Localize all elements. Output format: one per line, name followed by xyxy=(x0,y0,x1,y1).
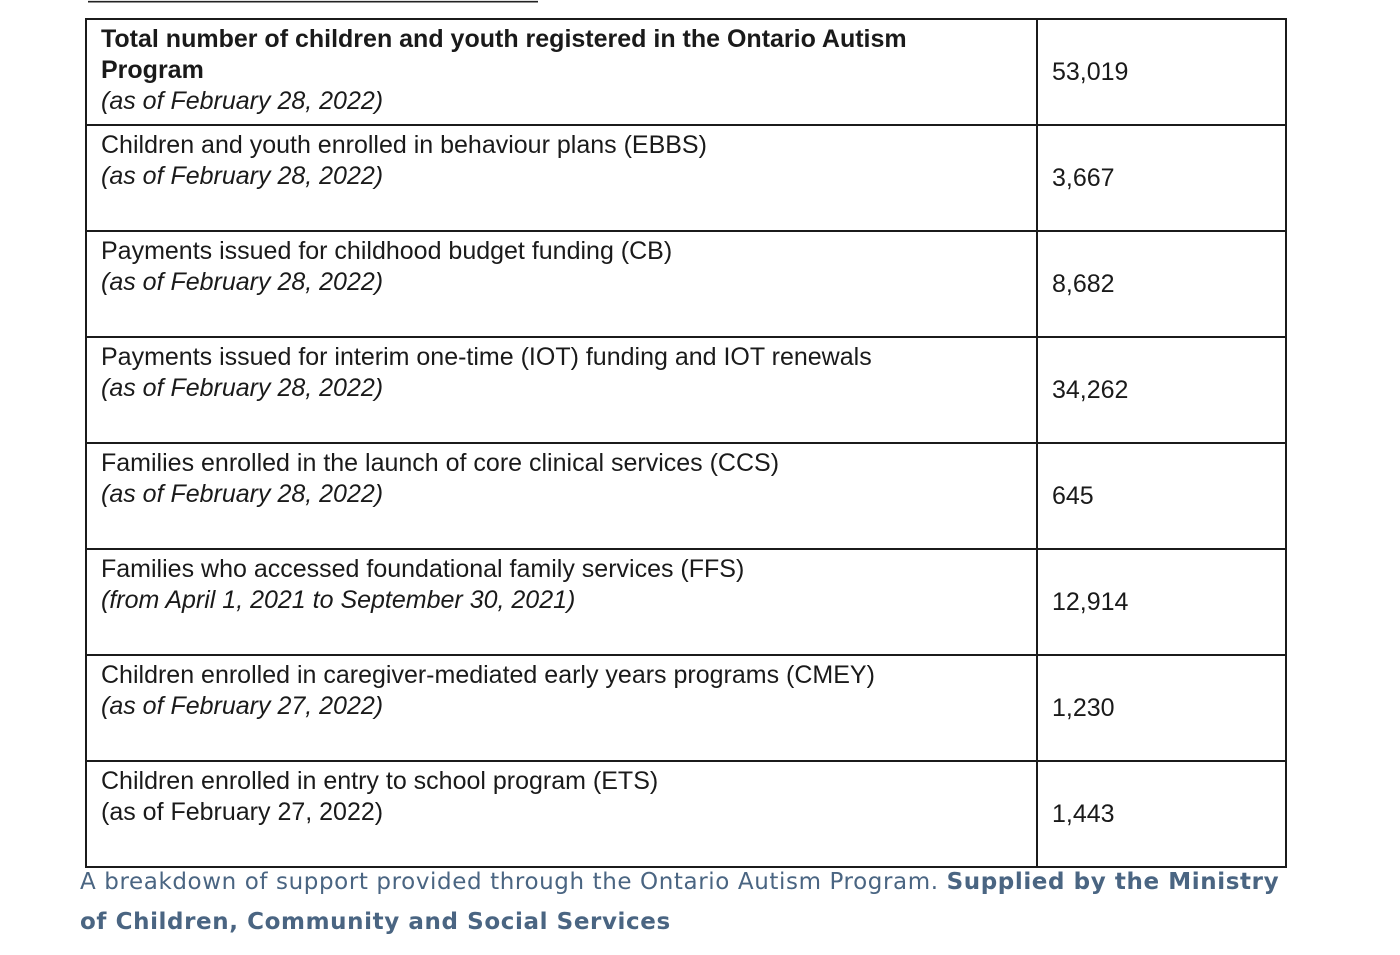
row-date: (as of February 28, 2022) xyxy=(101,162,384,190)
table-row: Total number of children and youth regis… xyxy=(85,18,1287,126)
caption-credit: Supplied by the Ministry of Children, Co… xyxy=(80,869,1280,935)
caption-text: A breakdown of support provided through … xyxy=(80,869,947,895)
row-label: Payments issued for interim one-time (IO… xyxy=(101,343,872,371)
row-label-continued: Program xyxy=(101,56,204,84)
table-row: Children enrolled in caregiver-mediated … xyxy=(85,654,1287,762)
image-caption: A breakdown of support provided through … xyxy=(80,862,1280,942)
row-description: Payments issued for interim one-time (IO… xyxy=(85,336,1038,444)
row-value: 1,443 xyxy=(1036,760,1287,868)
row-date: (as of February 28, 2022) xyxy=(101,87,384,115)
row-description: Children enrolled in caregiver-mediated … xyxy=(85,654,1038,762)
row-value: 645 xyxy=(1036,442,1287,550)
row-value: 12,914 xyxy=(1036,548,1287,656)
clipped-previous-text: —————————————————— xyxy=(88,0,538,14)
row-date: (as of February 27, 2022) xyxy=(101,692,384,720)
row-date: (as of February 28, 2022) xyxy=(101,374,384,402)
row-value: 1,230 xyxy=(1036,654,1287,762)
oap-statistics-table: Total number of children and youth regis… xyxy=(85,18,1287,868)
row-label: Families who accessed foundational famil… xyxy=(101,555,745,583)
row-label: Children enrolled in caregiver-mediated … xyxy=(101,661,875,689)
row-label: Children and youth enrolled in behaviour… xyxy=(101,131,707,159)
row-description: Families enrolled in the launch of core … xyxy=(85,442,1038,550)
row-description: Total number of children and youth regis… xyxy=(85,18,1038,126)
row-date: (as of February 28, 2022) xyxy=(101,480,384,508)
row-label: Families enrolled in the launch of core … xyxy=(101,449,780,477)
row-date: (as of February 27, 2022) xyxy=(101,798,384,826)
row-date: (as of February 28, 2022) xyxy=(101,268,384,296)
table-row: Payments issued for interim one-time (IO… xyxy=(85,336,1287,444)
table-row: Payments issued for childhood budget fun… xyxy=(85,230,1287,338)
row-value: 8,682 xyxy=(1036,230,1287,338)
row-description: Children enrolled in entry to school pro… xyxy=(85,760,1038,868)
row-description: Families who accessed foundational famil… xyxy=(85,548,1038,656)
row-label: Total number of children and youth regis… xyxy=(101,25,907,53)
row-label: Children enrolled in entry to school pro… xyxy=(101,767,659,795)
table-row: Children enrolled in entry to school pro… xyxy=(85,760,1287,868)
table-row: Families enrolled in the launch of core … xyxy=(85,442,1287,550)
row-value: 53,019 xyxy=(1036,18,1287,126)
row-value: 34,262 xyxy=(1036,336,1287,444)
row-description: Children and youth enrolled in behaviour… xyxy=(85,124,1038,232)
row-value: 3,667 xyxy=(1036,124,1287,232)
row-description: Payments issued for childhood budget fun… xyxy=(85,230,1038,338)
row-label: Payments issued for childhood budget fun… xyxy=(101,237,673,265)
table-row: Children and youth enrolled in behaviour… xyxy=(85,124,1287,232)
row-date: (from April 1, 2021 to September 30, 202… xyxy=(101,586,576,614)
table-row: Families who accessed foundational famil… xyxy=(85,548,1287,656)
